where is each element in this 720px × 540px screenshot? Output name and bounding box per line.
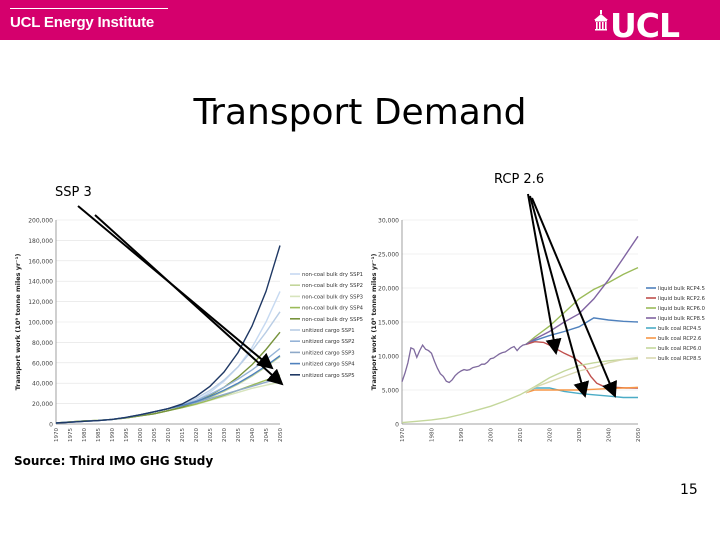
chart-right: 0 5,000 10,000 15,000 20,000 25,000 30,000 1970… [370, 212, 714, 448]
x-tick-label: 2010 [166, 428, 172, 442]
y-tick-label: 200,000 [28, 218, 53, 225]
x-tick-label: 2050 [636, 428, 642, 442]
brand-name: UCL Energy Institute [10, 14, 155, 31]
y-tick-label: 30,000 [378, 218, 399, 225]
legend-entry: non-coal bulk dry SSP1 [302, 272, 363, 278]
legend-entry: liquid bulk RCP2.6 [658, 296, 705, 302]
y-tick-label: 120,000 [28, 299, 53, 306]
portico-icon [594, 10, 608, 31]
legend-entry: bulk coal RCP8.5 [658, 356, 701, 362]
legend-entry: bulk coal RCP2.6 [658, 336, 701, 342]
y-tick-label: 15,000 [378, 320, 399, 327]
y-tick-label: 0 [395, 422, 399, 429]
x-tick-label: 1975 [68, 428, 74, 442]
legend-entry: liquid bulk RCP6.0 [658, 306, 705, 312]
x-tick-label: 2010 [518, 428, 524, 442]
chart-left: 0 20,000 40,000 60,000 80,000 100,000 120,000 1… [8, 212, 366, 448]
source-note: Source: Third IMO GHG Study [14, 454, 214, 468]
x-tick-label: 1995 [124, 428, 130, 442]
x-tick-label: 2020 [548, 428, 554, 442]
legend-entry: non-coal bulk dry SSP5 [302, 317, 363, 323]
legend-entry: liquid bulk RCP4.5 [658, 286, 705, 292]
x-tick-label: 2000 [489, 428, 495, 442]
slide-title: Transport Demand [193, 92, 527, 133]
legend-entry: unitized cargo SSP1 [302, 328, 355, 334]
header-bar: UCL Energy Institute UCL [0, 0, 720, 40]
x-tick-label: 2020 [194, 428, 200, 442]
x-tick-label: 1980 [82, 428, 88, 442]
x-tick-label: 2005 [152, 428, 158, 442]
y-tick-label: 140,000 [28, 279, 53, 286]
series-line [401, 343, 527, 384]
y-tick-label: 20,000 [32, 401, 53, 408]
legend-entry: unitized cargo SSP5 [302, 373, 355, 379]
x-tick-label: 1970 [54, 428, 60, 442]
legend-entry: non-coal bulk dry SSP3 [302, 294, 363, 300]
y-tick-label: 80,000 [32, 340, 53, 347]
legend-entry: non-coal bulk dry SSP4 [302, 306, 364, 312]
x-tick-label: 1970 [400, 428, 406, 442]
y-tick-label: 100,000 [28, 320, 53, 327]
x-tick-label: 2050 [278, 428, 284, 442]
x-tick-label: 2025 [208, 428, 214, 442]
x-tick-label: 2030 [222, 428, 228, 442]
x-tick-label: 1990 [459, 428, 465, 442]
page-number: 15 [680, 482, 698, 498]
legend-entry: bulk coal RCP4.5 [658, 326, 701, 332]
rcp26-annotation: RCP 2.6 [494, 172, 545, 187]
x-tick-label: 2035 [236, 428, 242, 442]
x-tick-label: 2045 [264, 428, 270, 442]
y-tick-label: 25,000 [378, 252, 399, 259]
x-tick-label: 2040 [607, 428, 613, 442]
brand-rule [10, 8, 168, 9]
y-tick-label: 10,000 [378, 354, 399, 361]
y-axis-label: Transport work (10⁹ tonne miles yr⁻¹) [370, 254, 378, 391]
y-tick-label: 180,000 [28, 238, 53, 245]
x-tick-label: 1990 [110, 428, 116, 442]
legend-entry: liquid bulk RCP8.5 [658, 316, 705, 322]
y-tick-label: 60,000 [32, 360, 53, 367]
y-tick-label: 40,000 [32, 381, 53, 388]
legend-entry: bulk coal RCP6.0 [658, 346, 701, 352]
y-tick-label: 0 [49, 422, 53, 429]
y-axis-label: Transport work (10⁹ tonne miles yr⁻¹) [14, 254, 22, 391]
y-tick-label: 160,000 [28, 258, 53, 265]
x-tick-label: 2030 [577, 428, 583, 442]
legend-entry: unitized cargo SSP2 [302, 339, 355, 345]
y-tick-label: 20,000 [378, 286, 399, 293]
legend-entry: unitized cargo SSP4 [302, 362, 355, 368]
x-tick-label: 1985 [96, 428, 102, 442]
y-tick-label: 5,000 [382, 388, 399, 395]
ssp3-annotation: SSP 3 [55, 185, 92, 200]
x-tick-label: 2040 [250, 428, 256, 442]
x-tick-label: 2015 [180, 428, 186, 442]
ucl-logo: UCL [594, 8, 681, 38]
legend-entry: unitized cargo SSP3 [302, 350, 355, 356]
ucl-logo-text: UCL [610, 8, 680, 38]
legend-entry: non-coal bulk dry SSP2 [302, 283, 363, 289]
x-tick-label: 1980 [430, 428, 436, 442]
x-tick-label: 2000 [138, 428, 144, 442]
